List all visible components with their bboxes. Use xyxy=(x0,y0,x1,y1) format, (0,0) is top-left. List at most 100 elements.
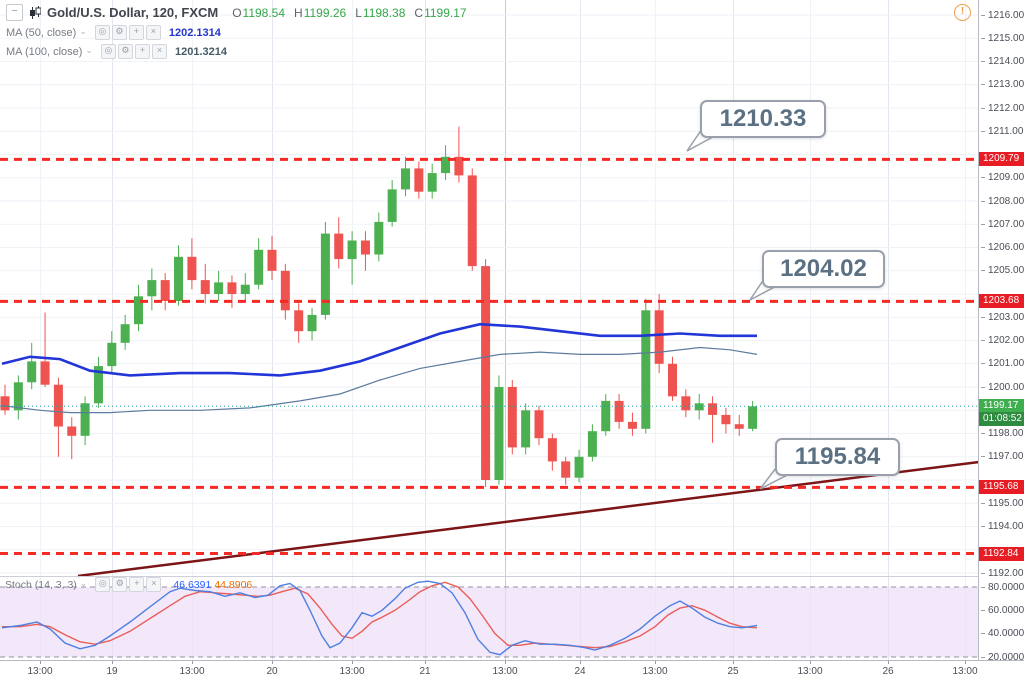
symbol-title[interactable]: Gold/U.S. Dollar, 120, FXCM xyxy=(47,5,219,20)
stoch-axis-label: 20.0000 xyxy=(981,651,1024,663)
indicator-row-ma50[interactable]: MA (50, close) ⌄ ◎ ⚙ + × 1202.1314 xyxy=(6,25,467,40)
time-tick xyxy=(272,661,273,664)
time-axis[interactable]: 13:00 19 13:00 20 13:00 21 13:00 24 13:00 25 13:00… xyxy=(0,660,1024,680)
candle-body xyxy=(494,387,504,480)
stoch-band xyxy=(0,587,978,657)
pane-separator[interactable] xyxy=(0,576,1024,577)
candle-body xyxy=(294,310,304,332)
chevron-down-icon: ⌄ xyxy=(79,578,88,588)
price-callout[interactable]: 1210.33 xyxy=(700,100,826,138)
candle-body xyxy=(454,156,464,176)
plus-icon[interactable]: + xyxy=(134,44,150,59)
time-axis-label: 13:00 xyxy=(492,666,518,677)
eye-icon[interactable]: ◎ xyxy=(100,44,116,59)
candle-body xyxy=(641,310,651,429)
ma50-value: 1202.1314 xyxy=(168,26,221,39)
time-axis-label: 25 xyxy=(727,666,739,677)
close-icon[interactable]: × xyxy=(146,577,162,592)
candle-body xyxy=(13,382,23,411)
candle-body xyxy=(107,342,117,367)
candle-body xyxy=(534,410,544,439)
collapse-legend-button[interactable]: − xyxy=(6,4,23,21)
ma100-label: MA (100, close) xyxy=(6,45,83,58)
candle-body xyxy=(561,461,571,478)
candle-body xyxy=(187,256,197,281)
candle-body xyxy=(734,424,744,429)
gear-icon[interactable]: ⚙ xyxy=(111,25,127,40)
candle-body xyxy=(427,173,437,192)
candle-body xyxy=(280,270,290,311)
plus-icon[interactable]: + xyxy=(128,25,144,40)
time-axis-label: 13:00 xyxy=(339,666,365,677)
price-axis-label: 1208.00 xyxy=(981,195,1024,207)
price-axis-label: 1214.00 xyxy=(981,56,1024,68)
price-axis-label: 1205.00 xyxy=(981,265,1024,277)
alert-icon[interactable]: ! xyxy=(954,4,971,21)
time-axis-label: 20 xyxy=(266,666,278,677)
stoch-legend[interactable]: Stoch (14, 3, 3) ⌄ ◎ ⚙ + × 46.6391 44.8906 xyxy=(5,577,252,592)
ma50-line xyxy=(1,322,757,377)
chart-legend: − Gold/U.S. Dollar, 120, FXCM O 1198.54 H… xyxy=(6,4,467,59)
price-axis-label: 1201.00 xyxy=(981,358,1024,370)
candle-body xyxy=(547,438,557,462)
level-price-badge: 1195.68 xyxy=(979,480,1024,495)
candle-body xyxy=(681,396,691,411)
candle-body xyxy=(160,280,170,301)
time-axis-label: 26 xyxy=(882,666,894,677)
candle-body xyxy=(387,189,397,222)
time-axis-label: 24 xyxy=(574,666,586,677)
time-tick xyxy=(655,661,656,664)
ma100-value: 1201.3214 xyxy=(174,45,227,58)
gear-icon[interactable]: ⚙ xyxy=(117,44,133,59)
gear-icon[interactable]: ⚙ xyxy=(112,577,128,592)
close-icon[interactable]: × xyxy=(145,25,161,40)
ohlc-low-value: 1198.38 xyxy=(362,5,406,20)
chevron-down-icon: ⌄ xyxy=(79,26,87,36)
time-tick xyxy=(965,661,966,664)
time-tick xyxy=(425,661,426,664)
candle-body xyxy=(374,221,384,255)
trendline[interactable] xyxy=(77,460,980,578)
candle-body xyxy=(708,403,718,415)
candle-body xyxy=(0,396,10,411)
bar-countdown-badge: 01:08:52 xyxy=(979,412,1024,427)
time-tick xyxy=(112,661,113,664)
candle-body xyxy=(441,156,451,174)
stoch-axis-label: 60.0000 xyxy=(981,604,1024,616)
candle-body xyxy=(93,366,103,404)
candle-body xyxy=(334,233,344,260)
candle-body xyxy=(80,403,90,436)
eye-icon[interactable]: ◎ xyxy=(95,577,111,592)
indicator-row-ma100[interactable]: MA (100, close) ⌄ ◎ ⚙ + × 1201.3214 xyxy=(6,44,467,59)
candle-body xyxy=(227,282,237,294)
candle-body xyxy=(694,403,704,411)
price-callout[interactable]: 1195.84 xyxy=(775,438,900,476)
candle-body xyxy=(40,361,50,385)
candle-body xyxy=(347,240,357,260)
close-icon[interactable]: × xyxy=(151,44,167,59)
price-callout[interactable]: 1204.02 xyxy=(762,250,885,288)
candle-body xyxy=(134,296,143,325)
price-axis-label: 1206.00 xyxy=(981,242,1024,254)
time-axis-label: 19 xyxy=(106,666,118,677)
time-axis-label: 13:00 xyxy=(797,666,823,677)
candle-body xyxy=(414,168,424,192)
candle-body xyxy=(587,431,597,457)
price-axis[interactable]: 1216.00 1215.00 1214.00 1213.00 1212.00 1211.… xyxy=(978,0,1024,663)
ohlc-open-value: 1198.54 xyxy=(242,5,286,20)
ma100-buttons: ◎ ⚙ + × xyxy=(100,44,167,59)
candle-body xyxy=(320,233,330,315)
time-axis-label: 21 xyxy=(419,666,431,677)
eye-icon[interactable]: ◎ xyxy=(94,25,110,40)
plus-icon[interactable]: + xyxy=(129,577,145,592)
candle-body xyxy=(507,387,517,448)
candle-body xyxy=(467,175,477,267)
ohlc-low-label: L xyxy=(355,5,362,20)
candle-body xyxy=(53,384,63,427)
level-price-badge: 1192.84 xyxy=(979,546,1024,561)
stoch-d-value: 44.8906 xyxy=(214,578,253,591)
candle-body xyxy=(174,256,184,301)
price-axis-label: 1212.00 xyxy=(981,102,1024,114)
